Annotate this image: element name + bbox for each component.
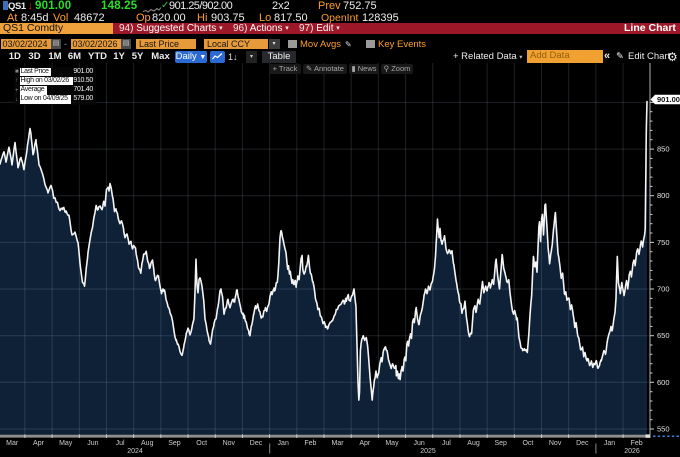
- svg-text:700: 700: [657, 285, 670, 294]
- svg-text:Oct: Oct: [196, 440, 207, 447]
- svg-text:2025: 2025: [420, 448, 436, 455]
- svg-text:Nov: Nov: [223, 440, 236, 447]
- svg-text:Sep: Sep: [494, 440, 507, 447]
- svg-text:2026: 2026: [624, 448, 640, 455]
- svg-text:Jun: Jun: [87, 440, 98, 447]
- svg-text:Sep: Sep: [168, 440, 181, 447]
- svg-text:Jan: Jan: [278, 440, 289, 447]
- svg-text:2024: 2024: [127, 448, 143, 455]
- svg-text:Apr: Apr: [33, 440, 45, 447]
- svg-text:901.00: 901.00: [657, 95, 680, 104]
- svg-text:Mar: Mar: [6, 440, 19, 447]
- svg-text:850: 850: [657, 145, 670, 154]
- svg-text:May: May: [59, 440, 73, 447]
- svg-text:600: 600: [657, 378, 670, 387]
- svg-text:Dec: Dec: [250, 440, 263, 447]
- svg-text:Oct: Oct: [522, 440, 533, 447]
- svg-text:550: 550: [657, 425, 670, 434]
- svg-text:800: 800: [657, 191, 670, 200]
- svg-text:750: 750: [657, 238, 670, 247]
- svg-text:Jul: Jul: [116, 440, 125, 447]
- svg-text:Jul: Jul: [442, 440, 451, 447]
- svg-text:Aug: Aug: [141, 440, 154, 447]
- svg-text:Feb: Feb: [304, 440, 316, 447]
- svg-text:Apr: Apr: [359, 440, 371, 447]
- svg-text:Feb: Feb: [631, 440, 643, 447]
- svg-text:650: 650: [657, 331, 670, 340]
- svg-text:Jan: Jan: [604, 440, 615, 447]
- svg-text:Aug: Aug: [467, 440, 480, 447]
- svg-text:Nov: Nov: [549, 440, 562, 447]
- svg-text:Dec: Dec: [576, 440, 589, 447]
- svg-text:Jun: Jun: [414, 440, 425, 447]
- svg-text:May: May: [385, 440, 399, 447]
- svg-text:Mar: Mar: [332, 440, 345, 447]
